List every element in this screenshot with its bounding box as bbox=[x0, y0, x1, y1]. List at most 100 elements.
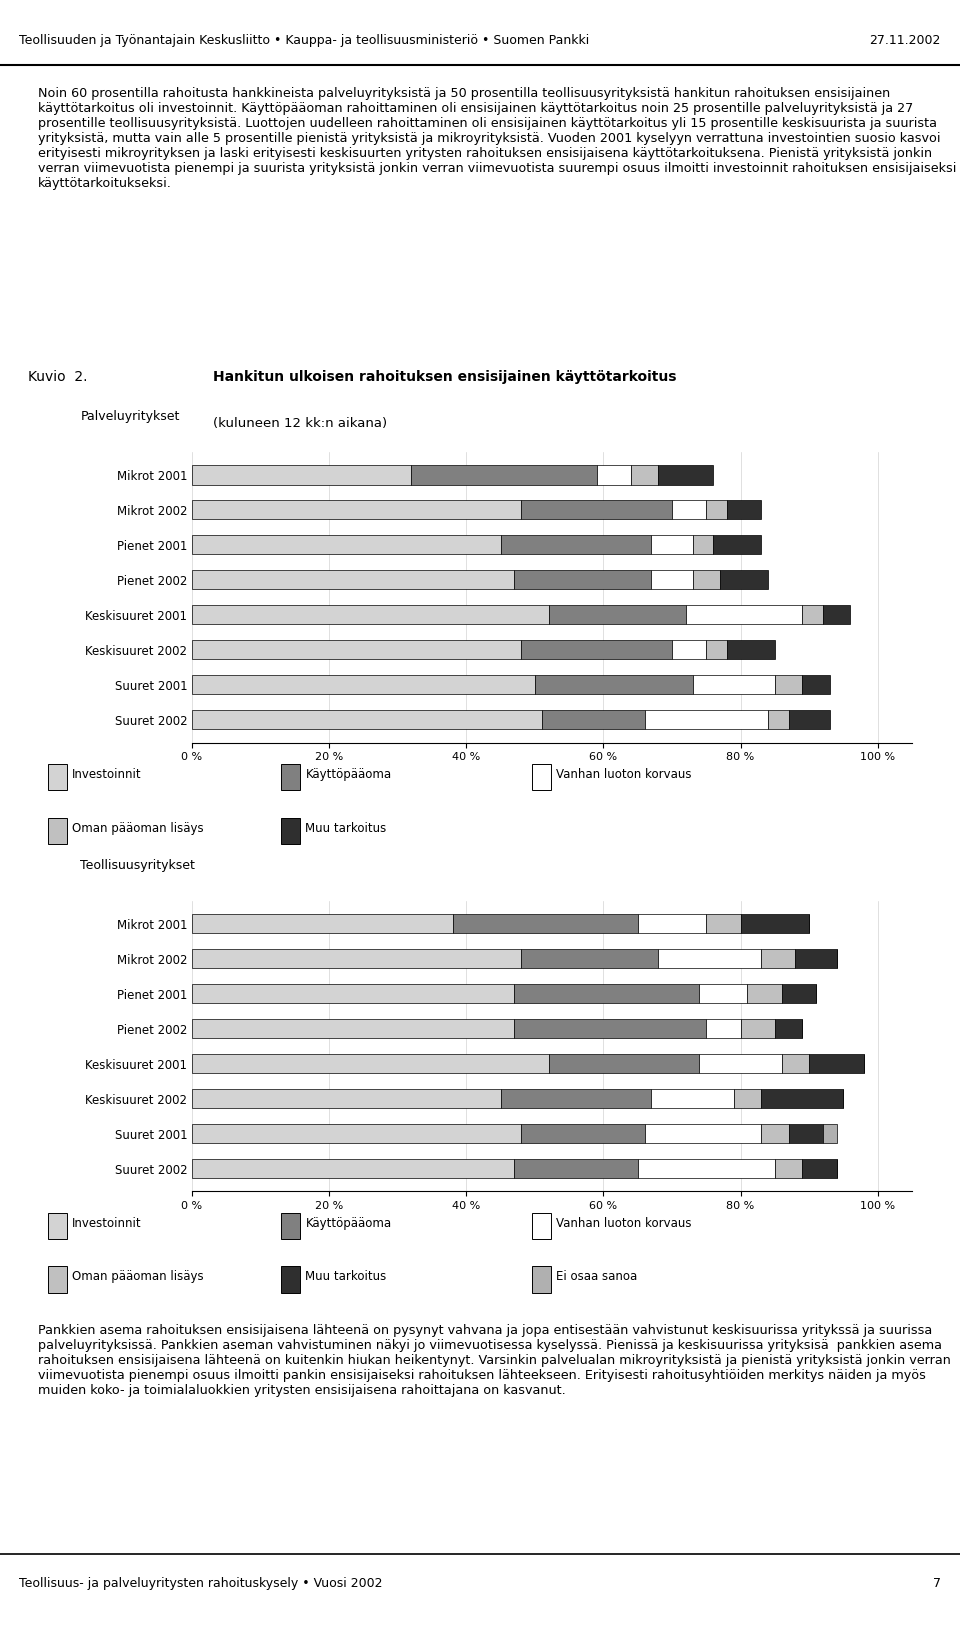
Text: Muu tarkoitus: Muu tarkoitus bbox=[305, 1270, 387, 1283]
Bar bbox=[788, 1124, 823, 1142]
Text: Ei osaa sanoa: Ei osaa sanoa bbox=[556, 1270, 637, 1283]
Bar bbox=[733, 1089, 761, 1108]
Text: Käyttöpääoma: Käyttöpääoma bbox=[305, 767, 392, 780]
Bar bbox=[515, 1159, 637, 1178]
Bar bbox=[48, 818, 67, 844]
Bar bbox=[521, 501, 672, 519]
Text: Hankitun ulkoisen rahoituksen ensisijainen käyttötarkoitus: Hankitun ulkoisen rahoituksen ensisijain… bbox=[213, 370, 676, 384]
Text: Oman pääoman lisäys: Oman pääoman lisäys bbox=[72, 821, 204, 834]
Bar bbox=[521, 1124, 644, 1142]
Bar bbox=[500, 535, 652, 555]
Bar bbox=[596, 465, 631, 485]
Bar bbox=[192, 950, 521, 968]
Bar bbox=[281, 818, 300, 844]
Bar bbox=[192, 640, 521, 659]
Bar bbox=[548, 1054, 700, 1074]
Bar bbox=[672, 640, 707, 659]
Bar bbox=[761, 950, 796, 968]
Bar bbox=[281, 1213, 300, 1239]
Bar bbox=[775, 676, 803, 694]
Bar bbox=[727, 501, 761, 519]
Bar bbox=[631, 465, 659, 485]
Bar bbox=[775, 1159, 803, 1178]
Bar bbox=[781, 984, 816, 1004]
Bar bbox=[761, 1124, 788, 1142]
Bar bbox=[48, 1266, 67, 1293]
Bar bbox=[192, 710, 541, 730]
Bar bbox=[192, 1159, 515, 1178]
Bar bbox=[659, 950, 761, 968]
Bar bbox=[48, 1213, 67, 1239]
Bar bbox=[707, 640, 727, 659]
Bar bbox=[535, 676, 692, 694]
Bar bbox=[192, 914, 452, 934]
Bar bbox=[192, 676, 535, 694]
Bar bbox=[700, 1054, 781, 1074]
Bar bbox=[659, 465, 713, 485]
Text: Vanhan luoton korvaus: Vanhan luoton korvaus bbox=[556, 1216, 691, 1229]
Bar bbox=[192, 535, 500, 555]
Bar bbox=[644, 1124, 761, 1142]
Text: Noin 60 prosentilla rahoitusta hankkineista palveluyrityksistä ja 50 prosentilla: Noin 60 prosentilla rahoitusta hankkinei… bbox=[37, 86, 956, 189]
Bar bbox=[692, 676, 775, 694]
Bar bbox=[768, 710, 788, 730]
Bar bbox=[192, 570, 515, 589]
Bar bbox=[452, 914, 637, 934]
Text: Muu tarkoitus: Muu tarkoitus bbox=[305, 821, 387, 834]
Bar bbox=[652, 535, 692, 555]
Bar bbox=[707, 914, 740, 934]
Bar bbox=[740, 914, 809, 934]
Bar bbox=[775, 1018, 803, 1038]
Bar bbox=[740, 1018, 775, 1038]
Bar bbox=[548, 605, 685, 625]
Bar bbox=[281, 1266, 300, 1293]
Bar bbox=[521, 950, 659, 968]
Bar bbox=[707, 1018, 740, 1038]
Bar bbox=[192, 1089, 500, 1108]
Bar bbox=[48, 764, 67, 790]
Bar bbox=[720, 570, 768, 589]
Bar bbox=[532, 764, 551, 790]
Text: Investoinnit: Investoinnit bbox=[72, 767, 142, 780]
Bar bbox=[823, 1124, 836, 1142]
Bar bbox=[700, 984, 748, 1004]
Bar bbox=[781, 1054, 809, 1074]
Text: Investoinnit: Investoinnit bbox=[72, 1216, 142, 1229]
Bar bbox=[652, 1089, 733, 1108]
Bar bbox=[803, 605, 823, 625]
Text: 7: 7 bbox=[933, 1577, 941, 1590]
Bar bbox=[823, 605, 851, 625]
Bar bbox=[637, 1159, 775, 1178]
Text: Teollisuuden ja Työnantajain Keskusliitto • Kauppa- ja teollisuusministeriö • Su: Teollisuuden ja Työnantajain Keskusliitt… bbox=[19, 34, 589, 47]
Bar bbox=[692, 535, 713, 555]
Bar bbox=[796, 950, 836, 968]
Bar bbox=[192, 1018, 515, 1038]
Bar bbox=[652, 570, 692, 589]
Bar bbox=[515, 570, 652, 589]
Bar bbox=[412, 465, 596, 485]
Bar bbox=[515, 984, 700, 1004]
Bar bbox=[727, 640, 775, 659]
Bar bbox=[521, 640, 672, 659]
Text: Oman pääoman lisäys: Oman pääoman lisäys bbox=[72, 1270, 204, 1283]
Bar bbox=[713, 535, 761, 555]
Bar bbox=[281, 764, 300, 790]
Text: Teollisuus- ja palveluyritysten rahoituskysely • Vuosi 2002: Teollisuus- ja palveluyritysten rahoitus… bbox=[19, 1577, 383, 1590]
Text: (kuluneen 12 kk:n aikana): (kuluneen 12 kk:n aikana) bbox=[213, 418, 387, 431]
Bar bbox=[637, 914, 707, 934]
Bar bbox=[192, 1054, 548, 1074]
Bar bbox=[803, 1159, 836, 1178]
Bar bbox=[788, 710, 829, 730]
Bar bbox=[192, 465, 412, 485]
Bar bbox=[192, 1124, 521, 1142]
Bar bbox=[644, 710, 768, 730]
Text: Teollisuusyritykset: Teollisuusyritykset bbox=[81, 858, 195, 871]
Bar bbox=[761, 1089, 844, 1108]
Bar bbox=[532, 1266, 551, 1293]
Text: 27.11.2002: 27.11.2002 bbox=[870, 34, 941, 47]
Bar bbox=[707, 501, 727, 519]
Bar bbox=[541, 710, 644, 730]
Bar bbox=[192, 501, 521, 519]
Text: Käyttöpääoma: Käyttöpääoma bbox=[305, 1216, 392, 1229]
Bar bbox=[748, 984, 781, 1004]
